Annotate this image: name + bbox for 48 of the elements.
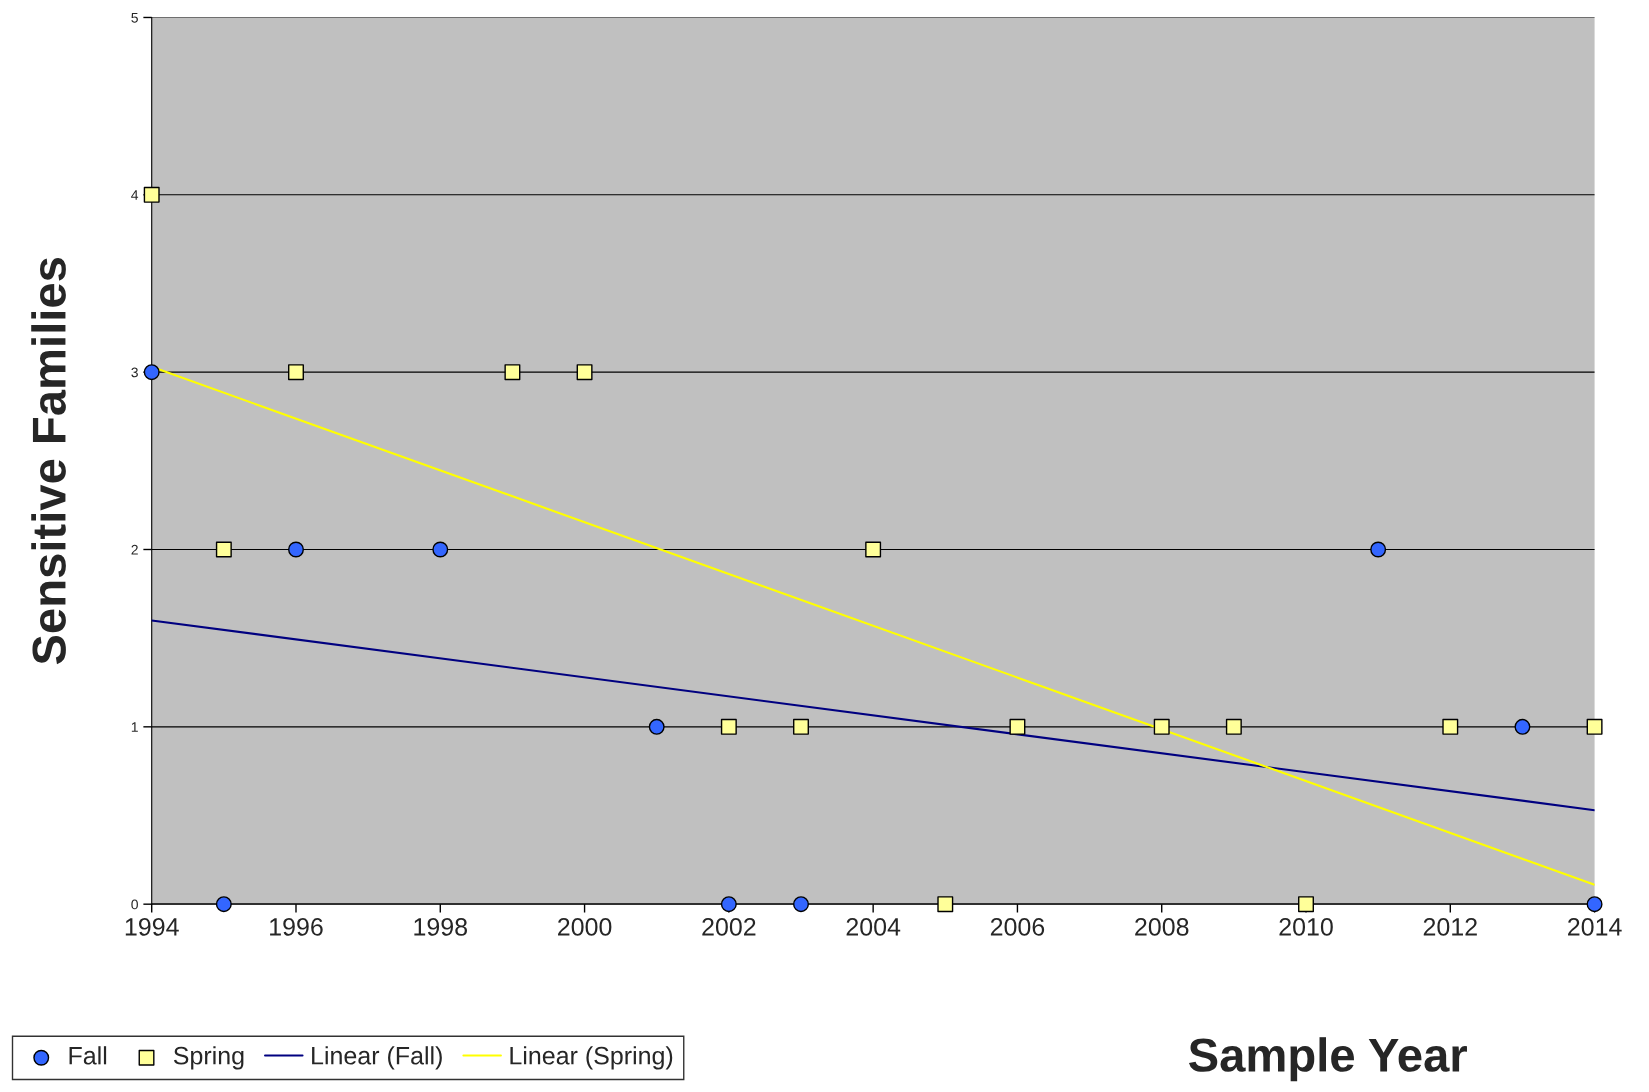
point: [648, 718, 665, 735]
point: [1586, 896, 1603, 913]
point: [793, 896, 809, 913]
y-tick-label: 1: [131, 722, 138, 732]
x-tick-label: 2010: [1279, 918, 1333, 936]
point: [793, 718, 809, 735]
point: [1153, 718, 1170, 735]
point: [865, 541, 882, 558]
legend-label: Spring: [173, 1046, 244, 1070]
y-tick-label: 5: [131, 12, 138, 23]
legend-label: Fall: [69, 1046, 107, 1065]
x-tick-label: 2002: [702, 918, 756, 936]
x-tick-label: 2004: [846, 918, 901, 936]
point: [576, 364, 593, 381]
point: [288, 364, 304, 381]
legend-label: Linear (Spring): [510, 1046, 673, 1070]
point: [720, 718, 737, 735]
point: [1225, 718, 1242, 735]
point: [143, 186, 160, 203]
x-tick-label: 1996: [270, 918, 323, 936]
x-tick-label: 1994: [125, 918, 179, 936]
point: [215, 541, 232, 558]
point: [504, 364, 521, 381]
x-axis-title: Sample Year: [1188, 1037, 1467, 1082]
x-tick-label: 2000: [558, 918, 612, 936]
y-tick-label: 4: [131, 190, 139, 200]
point: [1442, 718, 1459, 735]
point: [720, 896, 737, 913]
point: [1370, 541, 1387, 558]
point: [937, 896, 954, 913]
x-tick-label: 2006: [990, 918, 1045, 936]
point: [1298, 896, 1314, 913]
point: [288, 541, 304, 558]
point: [1586, 718, 1603, 735]
point: [1009, 718, 1026, 735]
x-tick-label: 1998: [414, 918, 468, 936]
y-tick-label: 0: [131, 899, 138, 910]
legend-label: Linear (Fall): [312, 1046, 442, 1070]
x-tick-label: 2014: [1568, 918, 1622, 936]
y-tick-label: 3: [131, 367, 138, 378]
point: [143, 364, 160, 381]
y-tick-label: 2: [131, 544, 138, 555]
x-tick-label: 2008: [1135, 918, 1189, 936]
point: [1514, 718, 1531, 735]
y-axis-title: Sensitive Families: [31, 258, 66, 665]
x-tick-label: 2012: [1423, 918, 1477, 936]
point: [215, 896, 232, 913]
point: [432, 541, 449, 558]
